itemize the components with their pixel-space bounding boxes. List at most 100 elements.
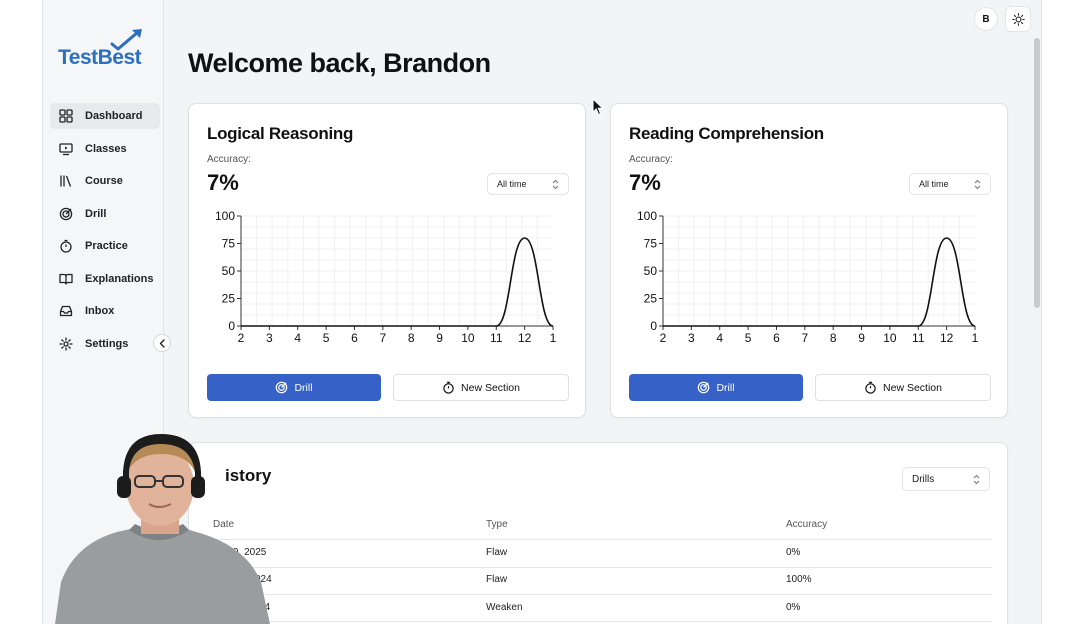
- row-accuracy: 100%: [786, 574, 812, 585]
- sidebar-item-practice[interactable]: Practice: [50, 233, 160, 259]
- table-divider: [213, 567, 992, 568]
- accuracy-value: 7%: [629, 170, 661, 195]
- sidebar-item-dashboard[interactable]: Dashboard: [50, 103, 160, 129]
- sidebar-item-label: Settings: [85, 337, 129, 350]
- time-range-select[interactable]: All time: [487, 173, 569, 195]
- y-tick-label: 75: [222, 237, 236, 251]
- new-section-button[interactable]: New Section: [815, 374, 991, 401]
- logical-reasoning-card: Logical Reasoning Accuracy: 7% All time …: [188, 103, 586, 418]
- drill-button-label: Drill: [294, 381, 313, 394]
- history-filter-select[interactable]: Drills: [902, 467, 990, 491]
- new-section-label: New Section: [883, 381, 942, 394]
- sidebar-item-classes[interactable]: Classes: [50, 136, 160, 162]
- sidebar-item-label: Drill: [85, 207, 107, 220]
- x-tick-label: 5: [323, 331, 330, 345]
- timer-icon: [865, 381, 876, 394]
- y-tick-label: 25: [222, 292, 236, 306]
- x-tick-label: 8: [830, 331, 837, 345]
- row-accuracy: 0%: [786, 602, 801, 613]
- logo-text: TestBest: [58, 46, 142, 69]
- book-open-icon: [59, 273, 73, 285]
- drill-button[interactable]: Drill: [629, 374, 803, 401]
- card-title: Reading Comprehension: [629, 124, 824, 143]
- x-tick-label: 1: [550, 331, 557, 345]
- table-divider: [213, 621, 992, 622]
- chevron-left-icon: [159, 338, 165, 348]
- target-icon: [59, 207, 73, 220]
- x-tick-label: 2: [238, 331, 245, 345]
- x-tick-label: 10: [883, 331, 897, 345]
- x-tick-label: 12: [940, 331, 954, 345]
- new-section-button[interactable]: New Section: [393, 374, 569, 401]
- sidebar-item-label: Course: [85, 175, 123, 187]
- y-tick-label: 50: [644, 264, 658, 278]
- x-tick-label: 7: [379, 331, 386, 345]
- inbox-icon: [59, 305, 73, 317]
- time-range-value: All time: [497, 179, 527, 189]
- accuracy-series-line: [241, 237, 554, 327]
- sidebar-item-label: Explanations: [85, 272, 154, 285]
- row-accuracy: 0%: [786, 547, 801, 558]
- target-icon: [276, 381, 288, 394]
- x-tick-label: 3: [266, 331, 273, 345]
- chevrons-up-down-icon: [552, 179, 559, 190]
- x-tick-label: 2: [660, 331, 667, 345]
- accuracy-series-line: [663, 237, 976, 327]
- card-title: Logical Reasoning: [207, 124, 354, 143]
- row-date: 024: [255, 574, 272, 585]
- time-range-select[interactable]: All time: [909, 173, 991, 195]
- accuracy-chart: 0 25 50 75 100 2 3 4 5 6 7 8 9 10 11 12 1: [215, 209, 557, 345]
- x-tick-label: 11: [490, 331, 503, 345]
- avatar[interactable]: B: [974, 7, 998, 31]
- library-icon: [60, 175, 72, 187]
- column-header-accuracy[interactable]: Accuracy: [786, 519, 828, 530]
- sidebar-item-label: Dashboard: [85, 110, 143, 122]
- drill-button-label: Drill: [716, 381, 735, 394]
- y-tick-label: 0: [650, 319, 657, 333]
- x-tick-label: 4: [294, 331, 301, 345]
- row-type: Weaken: [486, 602, 523, 613]
- logo-mark: [110, 29, 142, 51]
- sidebar-item-drill[interactable]: Drill: [50, 201, 160, 227]
- sidebar-collapse-button[interactable]: [153, 334, 171, 352]
- sidebar-item-explanations[interactable]: Explanations: [50, 266, 160, 292]
- y-tick-label: 75: [644, 237, 658, 251]
- accuracy-value: 7%: [207, 170, 239, 195]
- x-tick-label: 1: [972, 331, 979, 345]
- column-header-date[interactable]: Date: [213, 519, 235, 530]
- x-tick-label: 9: [858, 331, 865, 345]
- time-range-value: All time: [919, 179, 949, 189]
- grid-icon: [59, 109, 73, 123]
- accuracy-label: Accuracy:: [629, 154, 673, 165]
- theme-toggle-button[interactable]: [1005, 6, 1031, 32]
- x-tick-label: 12: [518, 331, 532, 345]
- drill-button[interactable]: Drill: [207, 374, 381, 401]
- x-tick-label: 7: [801, 331, 808, 345]
- page-title: Welcome back, Brandon: [188, 48, 491, 78]
- new-section-label: New Section: [461, 381, 520, 394]
- sidebar-item-settings[interactable]: Settings: [50, 331, 160, 357]
- sidebar-item-inbox[interactable]: Inbox: [50, 298, 160, 324]
- mouse-cursor-icon: [592, 98, 604, 116]
- sun-icon: [1011, 12, 1025, 26]
- x-tick-label: 11: [912, 331, 925, 345]
- y-tick-label: 25: [644, 292, 658, 306]
- sidebar-nav: Dashboard Classes Course Drill Practice …: [50, 103, 160, 363]
- chevrons-up-down-icon: [974, 179, 981, 190]
- y-tick-label: 50: [222, 264, 236, 278]
- timer-icon: [60, 239, 72, 253]
- sidebar-item-course[interactable]: Course: [50, 168, 160, 194]
- sidebar-item-label: Practice: [85, 240, 128, 252]
- row-type: Flaw: [486, 547, 508, 558]
- x-tick-label: 6: [351, 331, 358, 345]
- column-header-type[interactable]: Type: [486, 519, 508, 530]
- x-tick-label: 9: [436, 331, 443, 345]
- accuracy-chart: 0 25 50 75 100 2 3 4 5 6 7 8 9 10 11 12 1: [637, 209, 979, 345]
- app-frame: TestBest Dashboard Classes Course Drill …: [42, 0, 1042, 624]
- page-scrollbar[interactable]: [1034, 38, 1040, 308]
- history-card: istory Drills Date Type Accuracy 9, 2025…: [188, 442, 1008, 624]
- row-date: 9, 2025: [233, 547, 267, 558]
- target-icon: [698, 381, 710, 394]
- x-tick-label: 5: [745, 331, 752, 345]
- sidebar-item-label: Classes: [85, 142, 127, 155]
